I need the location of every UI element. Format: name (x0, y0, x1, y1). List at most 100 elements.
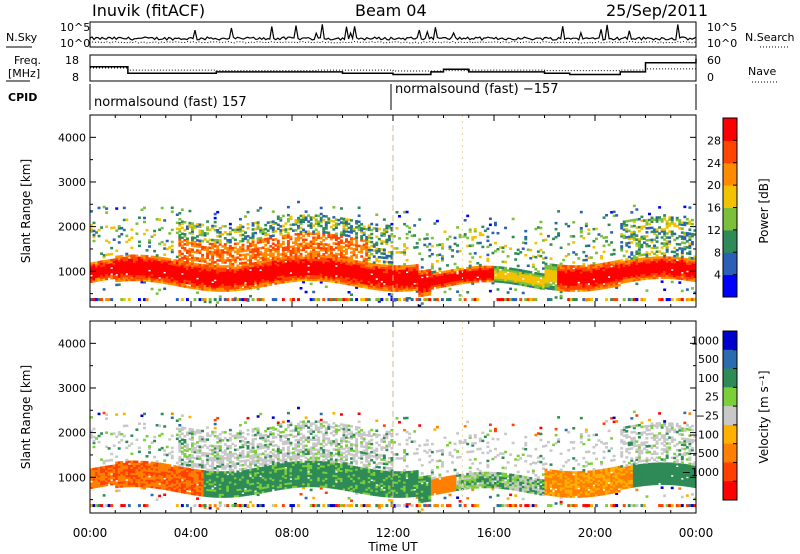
power-cell (683, 241, 687, 245)
power-cell (367, 248, 371, 251)
velocity-cell (137, 472, 141, 476)
power-cell (377, 278, 381, 281)
power-cell (440, 242, 444, 246)
power-cell (642, 253, 646, 256)
power-cell (90, 272, 93, 275)
power-cell (120, 271, 124, 274)
power-cell (650, 250, 654, 254)
power-cell (206, 248, 210, 251)
power-cell (238, 276, 242, 279)
power-cell (357, 270, 361, 274)
power-cell (107, 275, 111, 278)
power-cell (309, 246, 313, 250)
power-cell (683, 233, 687, 237)
power-cell (440, 283, 444, 286)
power-cell (117, 267, 121, 270)
power-cell (559, 262, 563, 266)
power-cell (256, 227, 260, 230)
power-cell (191, 276, 194, 280)
power-cell (327, 271, 331, 275)
power-cell (440, 247, 444, 250)
power-cell (458, 249, 462, 253)
power-cell (423, 283, 427, 287)
power-cell (425, 245, 429, 248)
power-cell (637, 258, 641, 261)
power-cell (534, 255, 538, 259)
power-cell (201, 265, 205, 269)
power-cell (327, 259, 331, 263)
power-cell (211, 258, 215, 262)
power-cell (625, 220, 629, 223)
power-cell (223, 283, 227, 286)
power-cell (168, 232, 172, 235)
power-cell (632, 224, 636, 228)
power-cell (632, 260, 636, 264)
velocity-cell (163, 483, 167, 486)
power-cell (95, 273, 98, 276)
power-cell (107, 267, 111, 270)
power-cell (203, 286, 207, 289)
power-cell (627, 237, 631, 241)
power-cell (261, 272, 265, 276)
power-cell (337, 263, 341, 266)
power-cell (266, 271, 270, 275)
power-cell (685, 276, 689, 279)
power-cell (688, 278, 692, 282)
power-cell (125, 240, 129, 244)
power-cell (259, 263, 263, 266)
power-cell (276, 249, 280, 253)
power-cell (238, 298, 242, 302)
power-cell (446, 278, 449, 281)
velocity-cell (158, 468, 162, 472)
velocity-cell (120, 461, 124, 464)
power-cell (329, 247, 333, 251)
power-cell (100, 276, 104, 280)
power-cell (569, 271, 573, 274)
power-cell (350, 293, 353, 296)
power-cell (201, 280, 205, 283)
power-cell (398, 273, 401, 276)
power-cell (183, 277, 187, 280)
power-cell (294, 269, 298, 272)
power-cell (595, 251, 598, 255)
velocity-cell (125, 472, 129, 476)
power-cell (648, 275, 651, 278)
power-cell (688, 228, 692, 231)
power-cell (607, 271, 611, 275)
power-cell (362, 265, 366, 269)
power-cell (589, 266, 593, 269)
power-cell (683, 257, 687, 261)
power-cell (496, 280, 500, 283)
power-cell (339, 267, 343, 271)
power-cell (281, 246, 285, 250)
power-cell (297, 244, 300, 248)
power-cell (372, 261, 376, 264)
power-cell (653, 228, 656, 231)
power-cell (648, 266, 651, 270)
power-cell (271, 252, 275, 256)
power-cell (615, 276, 619, 279)
power-cell (579, 228, 583, 232)
power-cell (496, 278, 500, 281)
power-cell (541, 283, 545, 286)
power-cell (191, 278, 194, 282)
power-cell (675, 216, 679, 220)
power-cell (569, 298, 573, 302)
power-cell (324, 225, 328, 228)
power-cell (314, 238, 318, 242)
power-cell (259, 273, 263, 276)
power-cell (567, 269, 571, 272)
power-cell (610, 281, 614, 284)
power-cell (524, 274, 528, 277)
velocity-cell (95, 481, 98, 484)
power-cell (650, 262, 654, 266)
power-cell (188, 241, 192, 245)
power-cell (203, 266, 207, 269)
power-cell (312, 260, 316, 264)
power-cell (155, 266, 159, 269)
power-cell (236, 270, 240, 273)
power-cell (319, 220, 323, 224)
power-cell (620, 247, 624, 250)
velocity-cell (130, 472, 134, 476)
power-cell (221, 285, 225, 288)
